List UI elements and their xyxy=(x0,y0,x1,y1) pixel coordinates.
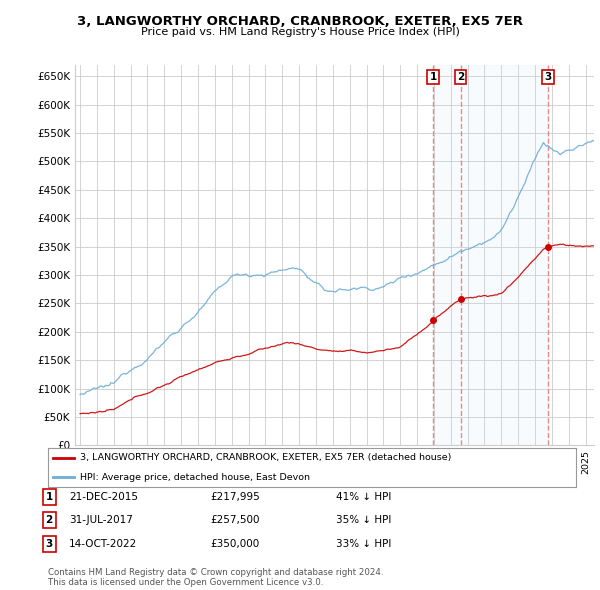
Text: Contains HM Land Registry data © Crown copyright and database right 2024.
This d: Contains HM Land Registry data © Crown c… xyxy=(48,568,383,587)
Text: 3, LANGWORTHY ORCHARD, CRANBROOK, EXETER, EX5 7ER: 3, LANGWORTHY ORCHARD, CRANBROOK, EXETER… xyxy=(77,15,523,28)
Text: £217,995: £217,995 xyxy=(210,492,260,502)
Text: Price paid vs. HM Land Registry's House Price Index (HPI): Price paid vs. HM Land Registry's House … xyxy=(140,27,460,37)
Text: 31-JUL-2017: 31-JUL-2017 xyxy=(69,516,133,525)
Text: 41% ↓ HPI: 41% ↓ HPI xyxy=(336,492,391,502)
Text: 1: 1 xyxy=(430,72,437,82)
Text: 33% ↓ HPI: 33% ↓ HPI xyxy=(336,539,391,549)
Text: 35% ↓ HPI: 35% ↓ HPI xyxy=(336,516,391,525)
Text: HPI: Average price, detached house, East Devon: HPI: Average price, detached house, East… xyxy=(80,473,310,481)
Text: £257,500: £257,500 xyxy=(210,516,260,525)
Bar xyxy=(433,65,548,445)
Text: 3, LANGWORTHY ORCHARD, CRANBROOK, EXETER, EX5 7ER (detached house): 3, LANGWORTHY ORCHARD, CRANBROOK, EXETER… xyxy=(80,454,451,463)
Text: 2: 2 xyxy=(457,72,464,82)
Text: 21-DEC-2015: 21-DEC-2015 xyxy=(69,492,138,502)
Text: £350,000: £350,000 xyxy=(210,539,259,549)
Text: 3: 3 xyxy=(46,539,53,549)
Text: 14-OCT-2022: 14-OCT-2022 xyxy=(69,539,137,549)
Text: 3: 3 xyxy=(545,72,552,82)
Text: 1: 1 xyxy=(46,492,53,502)
Text: 2: 2 xyxy=(46,516,53,525)
